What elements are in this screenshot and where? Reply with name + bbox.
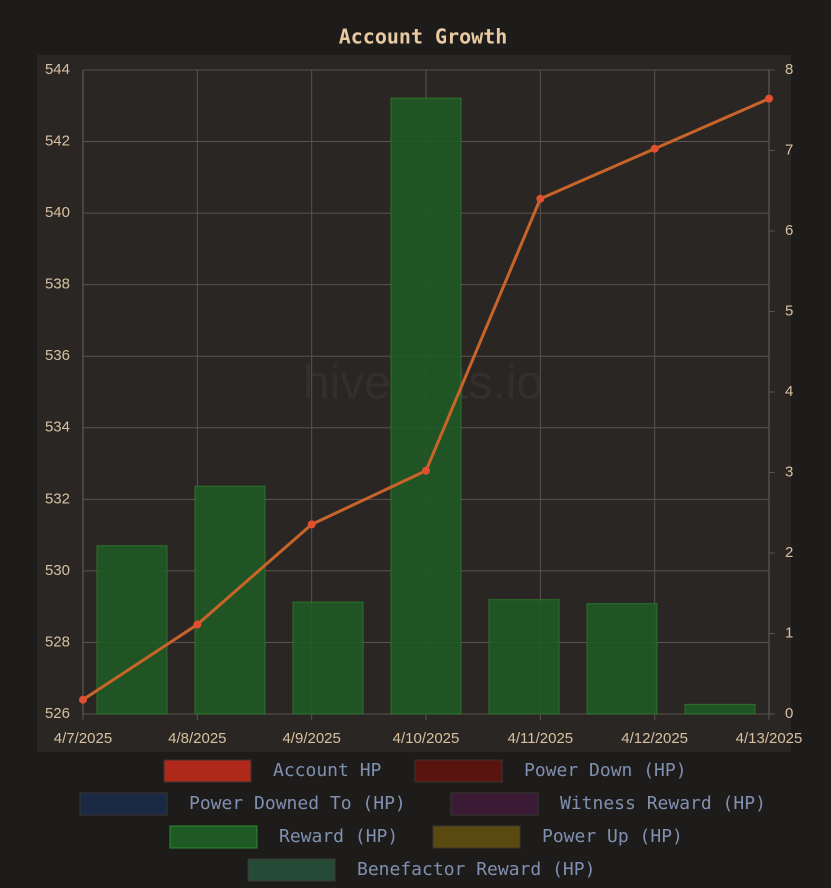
y-tick-label: 532 <box>45 490 70 507</box>
y-tick-label: 544 <box>45 61 70 78</box>
bar <box>194 485 266 715</box>
y2-tick-label: 1 <box>785 624 793 641</box>
legend-label[interactable]: Account HP <box>273 760 382 781</box>
legend-label[interactable]: Power Down (HP) <box>524 760 687 781</box>
y2-tick-label: 2 <box>785 544 793 561</box>
y2-tick-label: 3 <box>785 463 793 480</box>
x-tick-label: 4/11/2025 <box>508 730 574 747</box>
bar <box>488 599 560 715</box>
y-tick-label: 526 <box>45 705 70 722</box>
legend-swatch[interactable] <box>247 858 336 882</box>
x-tick-label: 4/7/2025 <box>54 730 112 747</box>
y2-tick-label: 4 <box>785 383 793 400</box>
bar <box>586 603 658 715</box>
legend-label[interactable]: Benefactor Reward (HP) <box>357 859 595 880</box>
legend-swatch[interactable] <box>169 825 258 849</box>
point <box>650 144 659 153</box>
y2-tick-label: 8 <box>785 61 793 78</box>
legend-label[interactable]: Reward (HP) <box>279 826 398 847</box>
x-tick-label: 4/9/2025 <box>282 730 340 747</box>
legend-swatch[interactable] <box>450 792 539 816</box>
x-tick-label: 4/12/2025 <box>621 730 688 747</box>
y-tick-label: 538 <box>45 276 70 293</box>
point <box>307 520 316 529</box>
bar <box>684 703 756 715</box>
legend-swatch[interactable] <box>79 792 168 816</box>
y2-tick-label: 6 <box>785 222 793 239</box>
legend-swatch[interactable] <box>414 759 503 783</box>
legend-swatch[interactable] <box>163 759 252 783</box>
legend-label[interactable]: Power Up (HP) <box>542 826 683 847</box>
point <box>193 620 202 629</box>
legend-swatch[interactable] <box>432 825 521 849</box>
x-tick-label: 4/10/2025 <box>393 730 460 747</box>
bar <box>390 97 462 715</box>
point <box>765 94 773 103</box>
y-tick-label: 530 <box>45 562 70 579</box>
x-tick-label: 4/8/2025 <box>168 730 226 747</box>
point <box>79 695 87 704</box>
point <box>422 466 430 475</box>
y2-tick-label: 7 <box>785 141 793 158</box>
y2-tick-label: 5 <box>785 302 793 319</box>
point <box>536 194 545 203</box>
y2-tick-label: 0 <box>785 705 793 722</box>
y-tick-label: 534 <box>45 419 70 436</box>
bar <box>292 601 364 715</box>
legend-label[interactable]: Witness Reward (HP) <box>560 793 766 814</box>
y-tick-label: 536 <box>45 347 70 364</box>
y-tick-label: 528 <box>45 633 70 650</box>
y-tick-label: 542 <box>45 133 70 150</box>
y-tick-label: 540 <box>45 204 70 221</box>
x-tick-label: 4/13/2025 <box>736 730 803 747</box>
bar <box>96 545 168 715</box>
chart-title: Account Growth <box>339 25 508 49</box>
legend-label[interactable]: Power Downed To (HP) <box>189 793 406 814</box>
